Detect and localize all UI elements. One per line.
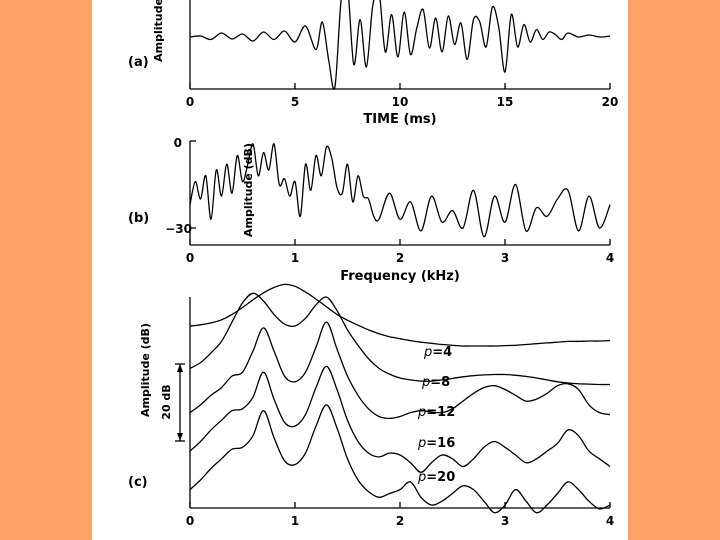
panel-b-y-tick-label-0: 0 [174,136,182,150]
scale-bar-20db [175,363,185,442]
curve-label-p12: p=12 [417,405,455,420]
panel-b-y-tick-label-1: −30 [165,222,192,236]
panel-b-x-tick-label-2: 2 [396,251,404,265]
panel-b-x-label: Frequency (kHz) [340,269,460,284]
panel-b-label: (b) [128,211,149,226]
panel-b-x-tick-label-1: 1 [291,251,299,265]
panel-c-curve-p12 [189,321,611,420]
panel-a-x-tick-label-2: 10 [392,95,409,109]
panel-c-x-tick-label-4: 4 [606,514,614,528]
panel-a-waveform-line [189,0,611,90]
panel-c-x-tick-label-1: 1 [291,514,299,528]
panel-b-x-tick-label-3: 3 [501,251,509,265]
panel-a: 0 5 10 15 20 Amplitude (a) TIME (ms) [128,0,618,127]
panel-c-label: (c) [128,475,148,490]
panel-b-x-tick-label-4: 4 [606,251,614,265]
curve-label-p8: p=8 [421,375,450,390]
panel-c-x-tick-label-2: 2 [396,514,404,528]
curve-label-p4: p=4 [423,345,452,360]
panel-c-x-tick-label-3: 3 [501,514,509,528]
curve-label-p16: p=16 [417,436,455,451]
panel-c-curve-p4 [189,283,611,347]
panel-c-curve-p8 [189,292,611,386]
panel-a-y-label: Amplitude [152,0,165,62]
panel-c-curve-p20 [189,404,611,514]
figure-page: 0 5 10 15 20 Amplitude (a) TIME (ms) 0 −30 0… [92,0,628,540]
curve-label-p20: p=20 [417,470,455,485]
panel-c-y-label: Amplitude (dB) [139,323,152,417]
panel-a-x-tick-label-0: 0 [186,95,194,109]
panel-a-label: (a) [128,55,149,70]
panel-c: 0 1 2 3 4 p=4 p=8 p=12 p=16 p=20 20 dB Ampli… [128,283,614,528]
panel-a-x-tick-label-3: 15 [497,95,514,109]
panel-b: 0 −30 0 1 2 3 4 Amplitude (dB) (b) Frequency… [128,136,614,284]
panel-a-x-tick-label-1: 5 [291,95,299,109]
panel-b-x-tick-label-0: 0 [186,251,194,265]
panel-c-curve-p16 [189,365,611,473]
panel-c-x-tick-label-0: 0 [186,514,194,528]
figure-canvas: 0 5 10 15 20 Amplitude (a) TIME (ms) 0 −30 0… [128,0,618,528]
panel-a-x-tick-label-4: 20 [602,95,619,109]
panel-b-y-label: Amplitude (dB) [242,143,255,237]
panel-a-x-label: TIME (ms) [363,112,436,127]
scale-bar-label: 20 dB [160,384,173,419]
panel-b-spectrum-line [189,143,611,238]
